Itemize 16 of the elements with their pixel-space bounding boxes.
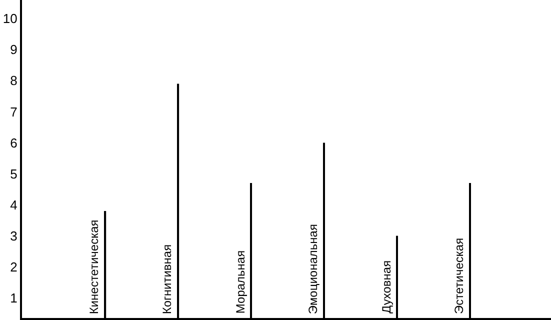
y-tick-label: 10 bbox=[2, 11, 18, 26]
x-tick-label: Кинестетическая bbox=[87, 220, 102, 314]
x-tick-label: Духовная bbox=[380, 260, 394, 314]
x-tick-label: Эмоциональная bbox=[306, 224, 320, 314]
y-tick-label: 2 bbox=[10, 259, 18, 274]
x-tick-label: Эстетическая bbox=[452, 238, 466, 314]
y-tick-label: 1 bbox=[10, 290, 18, 306]
y-tick-label: 6 bbox=[10, 135, 18, 150]
y-tick-label: 4 bbox=[10, 197, 18, 212]
y-tick-label: 5 bbox=[10, 166, 18, 182]
x-tick-label: Когнитивная bbox=[160, 244, 174, 314]
y-tick-label: 8 bbox=[10, 73, 18, 88]
x-tick-label: Моральная bbox=[234, 250, 248, 314]
y-tick-label: 3 bbox=[10, 228, 18, 244]
y-tick-label: 7 bbox=[10, 104, 18, 120]
y-tick-label: 9 bbox=[10, 42, 18, 58]
